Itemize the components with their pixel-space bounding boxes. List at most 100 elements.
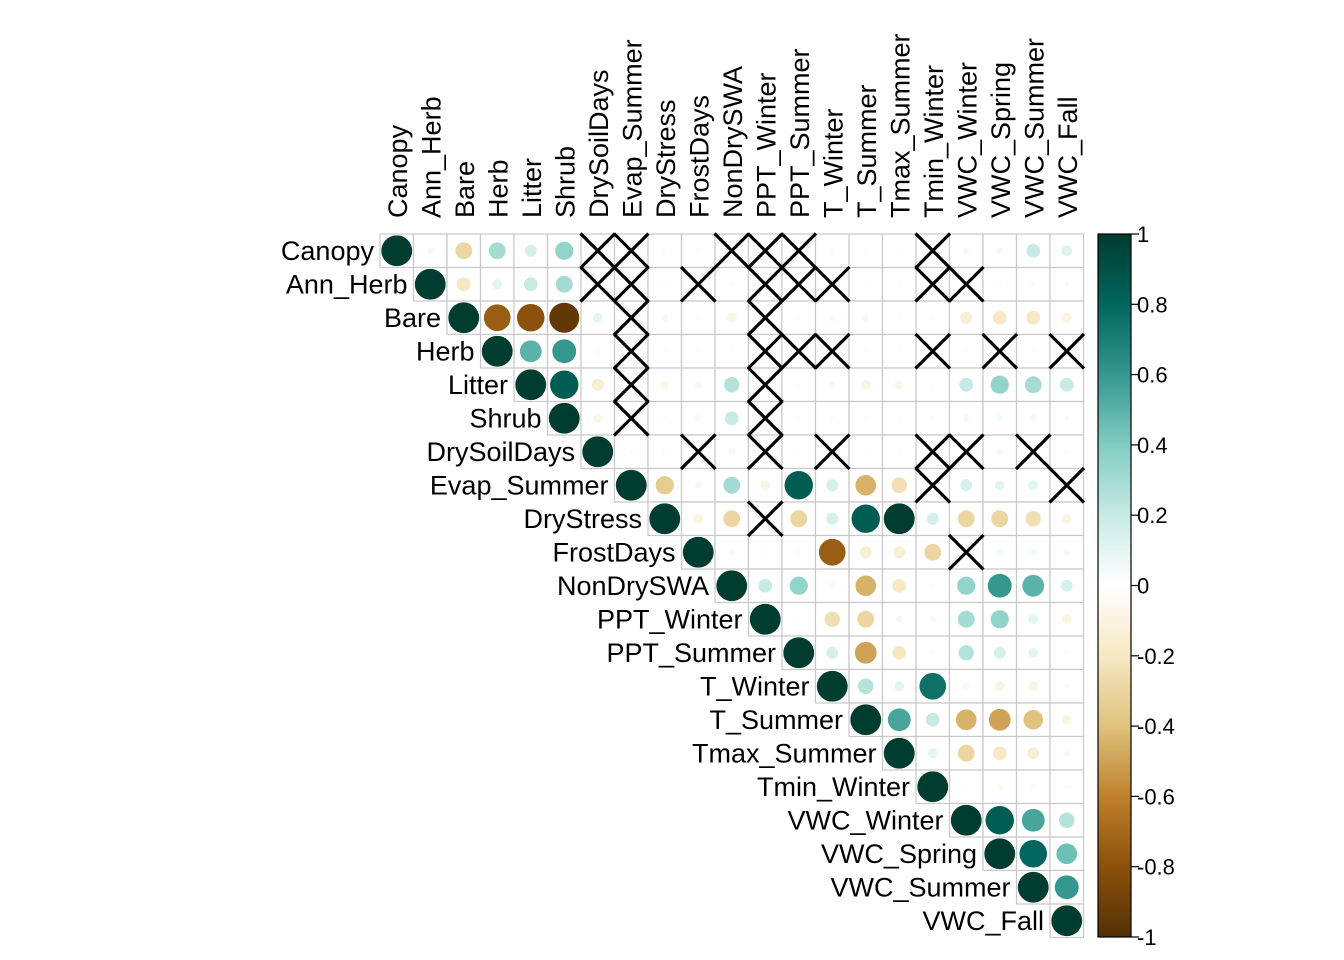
corr-circle-Shrub-Tmax_Summer [897,416,902,421]
nonsig-cross-Herb-PPT_Summer [780,332,818,370]
corr-circle-DryStress-DryStress [649,503,681,535]
corr-circle-Tmax_Summer-VWC_Fall [1063,749,1071,757]
corr-circle-T_Winter-T_Summer [858,678,874,694]
corr-circle-PPT_Summer-Tmin_Winter [930,650,935,655]
corr-circle-Ann_Herb-Ann_Herb [414,268,446,300]
column-labels: Canopy Ann_Herb Bare Herb Litter Shrub DrySoil… [383,33,1083,218]
corr-circle-Bare-VWC_Fall [1061,312,1072,323]
corr-circle-Ann_Herb-VWC_Spring [997,282,1002,287]
corr-circle-VWC_Spring-VWC_Fall [1056,843,1078,865]
corr-circle-T_Summer-T_Summer [850,704,882,736]
col-label-Bare: Bare [450,161,480,218]
corr-circle-FrostDays-Tmin_Winter [924,543,942,561]
corr-circle-Canopy-FrostDays [696,248,701,253]
corr-circle-Bare-Bare [448,302,480,334]
corr-circle-FrostDays-FrostDays [682,536,714,568]
corr-circle-Tmax_Summer-VWC_Summer [1027,747,1040,760]
corr-circle-Litter-Litter [515,369,547,401]
corr-circle-VWC_Spring-VWC_Summer [1019,839,1048,868]
corr-circle-Litter-VWC_Fall [1059,377,1074,392]
corr-circle-Bare-Herb [483,304,511,332]
corr-circle-Shrub-DrySoilDays [593,413,603,423]
nonsig-cross-Litter-Evap_Summer [612,366,650,404]
col-label-T_Summer: T_Summer [852,84,882,218]
corr-circle-Shrub-T_Winter [830,416,835,421]
corr-circle-Bare-Tmax_Summer [897,315,902,320]
nonsig-cross-Litter-PPT_Winter [746,366,784,404]
corr-circle-Ann_Herb-Herb [492,279,503,290]
nonsig-cross-Ann_Herb-VWC_Winter [947,265,985,303]
col-label-Ann_Herb: Ann_Herb [416,96,446,218]
corr-circle-Tmin_Winter-VWC_Fall [1064,784,1069,789]
nonsig-cross-DrySoilDays-T_Winter [813,433,851,471]
col-label-VWC_Spring: VWC_Spring [986,62,1016,218]
corr-circle-DryStress-Tmin_Winter [926,512,939,525]
row-label-PPT_Winter: PPT_Winter [597,604,743,634]
nonsig-cross-Evap_Summer-VWC_Fall [1048,466,1086,504]
nonsig-cross-Canopy-PPT_Summer [780,232,818,270]
corr-circle-Bare-T_Summer [862,314,870,322]
corr-circle-T_Summer-VWC_Summer [1023,710,1043,730]
corr-circle-PPT_Summer-VWC_Fall [1064,650,1069,655]
corr-circle-DryStress-VWC_Fall [1061,513,1072,524]
nonsig-cross-Herb-VWC_Spring [981,332,1019,370]
corr-circle-NonDrySWA-T_Winter [828,582,836,590]
nonsig-cross-Canopy-NonDrySWA [713,232,751,270]
corr-circle-NonDrySWA-Tmin_Winter [930,583,935,588]
corr-circle-Canopy-Ann_Herb [426,247,434,255]
corr-circle-PPT_Winter-VWC_Winter [957,610,975,628]
corr-circle-PPT_Winter-VWC_Summer [1028,614,1039,625]
row-label-T_Winter: T_Winter [700,671,810,701]
grid-cell [1015,333,1051,369]
row-label-DrySoilDays: DrySoilDays [426,437,575,467]
corr-circle-Litter-NonDrySWA [724,377,740,393]
corr-circle-Herb-VWC_Summer [1031,349,1036,354]
corr-circle-Shrub-NonDrySWA [724,411,739,426]
nonsig-cross-Herb-Evap_Summer [612,332,650,370]
nonsig-cross-DrySoilDays-Tmin_Winter [914,433,952,471]
corr-circle-FrostDays-NonDrySWA [728,548,736,556]
corr-circle-NonDrySWA-NonDrySWA [716,570,748,602]
col-label-Tmin_Winter: Tmin_Winter [919,65,949,218]
corr-circle-Evap_Summer-FrostDays [694,481,702,489]
corr-circle-FrostDays-VWC_Fall [1063,548,1071,556]
corr-circle-Shrub-VWC_Winter [962,414,970,422]
corr-circle-Bare-PPT_Summer [796,315,801,320]
corr-circle-Tmax_Summer-Tmax_Summer [883,737,915,769]
nonsig-cross-DrySoilDays-FrostDays [679,433,717,471]
corr-circle-Canopy-Litter [524,244,537,257]
corr-circle-Ann_Herb-VWC_Summer [1030,281,1036,287]
corr-circle-Shrub-FrostDays [694,414,702,422]
corr-circle-Herb-DryStress [662,349,667,354]
corr-circle-Litter-T_Winter [828,381,836,389]
corr-circle-Evap_Summer-Evap_Summer [615,469,647,501]
corr-circle-VWC_Summer-VWC_Summer [1017,871,1049,903]
corr-circle-Herb-Tmax_Summer [897,349,902,354]
corr-circle-DrySoilDays-Evap_Summer [629,449,634,454]
corr-circle-DryStress-PPT_Summer [790,510,808,528]
row-label-VWC_Winter: VWC_Winter [787,805,943,835]
row-label-Tmin_Winter: Tmin_Winter [757,772,910,802]
row-label-PPT_Summer: PPT_Summer [606,638,776,668]
corr-circle-DrySoilDays-PPT_Summer [796,449,801,454]
nonsig-cross-Ann_Herb-PPT_Summer [780,265,818,303]
corr-circle-T_Winter-VWC_Spring [994,681,1005,692]
corr-circle-Evap_Summer-VWC_Spring [994,480,1005,491]
col-label-FrostDays: FrostDays [684,95,714,218]
corr-circle-NonDrySWA-Tmax_Summer [892,578,907,593]
corr-circle-T_Winter-VWC_Fall [1064,683,1070,689]
nonsig-cross-Ann_Herb-Evap_Summer [612,265,650,303]
corr-circle-T_Summer-VWC_Fall [1061,714,1072,725]
corr-circle-DryStress-VWC_Winter [957,510,975,528]
row-label-Canopy: Canopy [281,236,375,266]
row-label-T_Summer: T_Summer [709,705,843,735]
corr-circle-Canopy-Canopy [381,235,413,267]
nonsig-cross-DryStress-PPT_Winter [746,500,784,538]
corr-circle-PPT_Summer-T_Winter [826,646,839,659]
corr-circle-PPT_Summer-PPT_Summer [783,637,815,669]
corr-circle-Herb-DrySoilDays [595,348,601,354]
corr-circle-Shrub-VWC_Summer [1029,414,1037,422]
nonsig-cross-FrostDays-VWC_Winter [947,533,985,571]
corr-circle-T_Winter-T_Winter [816,670,848,702]
corr-circle-Canopy-Tmax_Summer [897,248,902,253]
